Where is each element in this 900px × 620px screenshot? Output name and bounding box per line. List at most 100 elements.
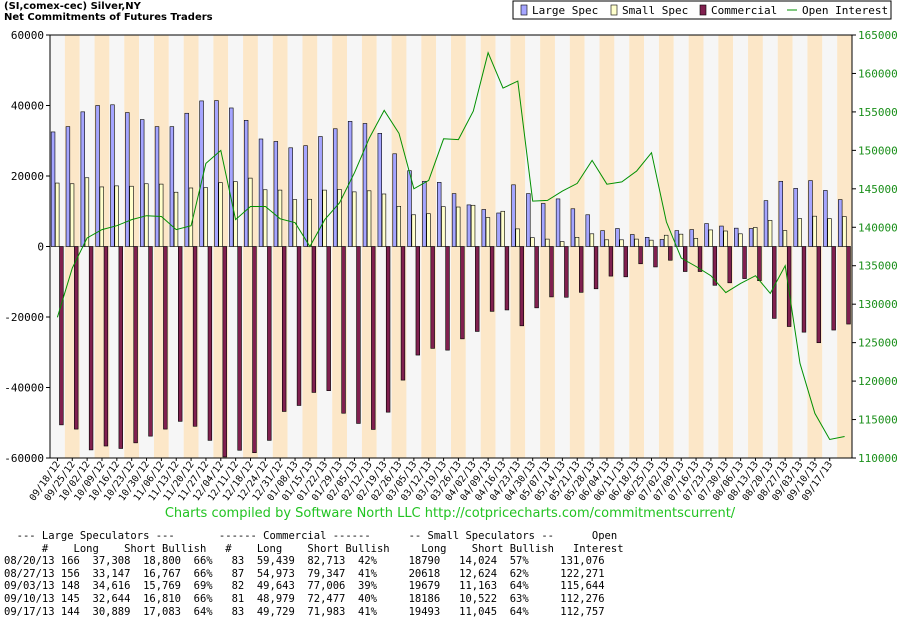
small-spec-bar — [797, 218, 802, 247]
y-right-tick-label: 160000 — [858, 67, 898, 80]
y-left-tick-label: 60000 — [11, 29, 44, 42]
large-spec-bar — [630, 234, 635, 247]
large-spec-bar — [689, 229, 694, 247]
y-right-tick-label: 125000 — [858, 337, 898, 350]
y-right-tick-label: 150000 — [858, 144, 898, 157]
large-spec-bar — [154, 126, 160, 247]
commercial-bar — [59, 246, 64, 426]
large-spec-bar — [748, 228, 754, 247]
small-spec-bar — [144, 183, 149, 247]
commercial-bar — [772, 246, 777, 319]
large-spec-bar — [704, 223, 709, 247]
small-spec-bar — [812, 215, 817, 247]
y-left-tick-label: -20000 — [4, 311, 44, 324]
small-spec-bar — [545, 238, 550, 247]
large-spec-bar — [80, 111, 85, 247]
commercial-bar — [103, 246, 109, 447]
chart-title: (SI,comex-cec) Silver,NY — [4, 1, 141, 12]
commercial-bar — [727, 246, 732, 284]
small-spec-bar — [262, 189, 268, 247]
y-right-tick-label: 115000 — [858, 414, 898, 427]
large-spec-bar — [526, 193, 531, 247]
small-spec-bar — [470, 204, 476, 247]
commercial-bar — [519, 246, 524, 327]
small-spec-bar — [530, 237, 535, 247]
large-spec-bar — [243, 120, 249, 247]
commercial-bar — [623, 246, 628, 278]
small-spec-bar — [693, 238, 699, 247]
commercial-bar — [148, 246, 153, 437]
legend-open-interest-label: Open Interest — [802, 4, 888, 17]
commercial-bar — [207, 246, 213, 441]
commercial-bar — [653, 246, 658, 268]
large-spec-bar — [169, 126, 175, 247]
legend-small-spec-swatch — [610, 4, 618, 16]
large-spec-bar — [451, 193, 457, 247]
large-spec-bar — [229, 107, 234, 247]
small-spec-bar — [114, 185, 119, 247]
commercial-bar — [475, 246, 480, 332]
legend-large-spec-label: Large Spec — [532, 4, 598, 17]
small-spec-bar — [604, 239, 609, 247]
large-spec-bar — [600, 230, 605, 247]
small-spec-bar — [337, 189, 342, 247]
commercial-bar — [579, 246, 584, 293]
commercial-bar — [816, 246, 822, 344]
small-spec-bar — [381, 193, 387, 247]
y-left-tick-label: -40000 — [4, 382, 44, 395]
table-row: 09/03/13 148 34,616 15,769 69% 82 49,643… — [4, 580, 605, 593]
legend-commercial-swatch — [699, 4, 707, 16]
large-spec-bar — [347, 121, 353, 247]
large-spec-bar — [392, 153, 397, 247]
large-spec-bar — [50, 131, 56, 247]
commercial-bar — [786, 246, 792, 327]
commercial-bar — [192, 246, 198, 427]
commercial-bar — [638, 246, 643, 265]
commercial-bar — [74, 246, 79, 430]
commercial-bar — [222, 246, 227, 458]
y-left-tick-label: 40000 — [11, 100, 44, 113]
commercial-bar — [356, 246, 361, 424]
large-spec-bar — [570, 208, 576, 247]
large-spec-bar — [823, 190, 828, 247]
large-spec-bar — [466, 204, 472, 247]
open-interest-line — [56, 51, 845, 441]
large-spec-bar — [65, 126, 71, 247]
commercial-bar — [489, 246, 495, 312]
small-spec-bar — [307, 198, 312, 247]
large-spec-bar — [318, 136, 323, 247]
small-spec-bar — [708, 229, 713, 247]
small-spec-bar — [99, 186, 104, 247]
table-row: 08/27/13 156 33,147 16,767 66% 87 54,973… — [4, 567, 605, 580]
large-spec-bar — [437, 182, 442, 247]
large-spec-bar — [540, 203, 546, 247]
small-spec-bar — [500, 210, 505, 247]
large-spec-bar — [793, 188, 798, 247]
commercial-bar — [445, 246, 450, 351]
legend-commercial-label: Commercial — [711, 4, 777, 17]
small-spec-bar — [69, 183, 75, 247]
table-header-2: # Long Short Bullish # Long Short Bullis… — [4, 542, 624, 555]
commercial-bar — [831, 246, 836, 331]
small-spec-bar — [55, 182, 60, 247]
y-left-tick-label: 0 — [37, 241, 44, 254]
small-spec-bar — [233, 181, 238, 247]
small-spec-bar — [738, 233, 743, 247]
small-spec-bar — [574, 237, 580, 247]
large-spec-bar — [214, 100, 219, 247]
table-row: 08/20/13 166 37,308 18,800 66% 83 59,439… — [4, 555, 605, 568]
small-spec-bar — [753, 227, 758, 247]
table-row: 09/17/13 144 30,889 17,083 64% 83 49,729… — [4, 605, 605, 618]
commercial-bar — [668, 246, 673, 261]
small-spec-bar — [827, 218, 832, 247]
commercial-bar — [252, 246, 257, 454]
large-spec-bar — [734, 227, 739, 247]
small-spec-bar — [218, 182, 223, 247]
commercial-bar — [593, 246, 599, 290]
commercial-bar — [697, 246, 703, 272]
small-spec-bar — [767, 220, 773, 247]
y-right-tick-label: 120000 — [858, 375, 898, 388]
y-left-tick-label: 20000 — [11, 170, 44, 183]
small-spec-bar — [426, 213, 431, 247]
